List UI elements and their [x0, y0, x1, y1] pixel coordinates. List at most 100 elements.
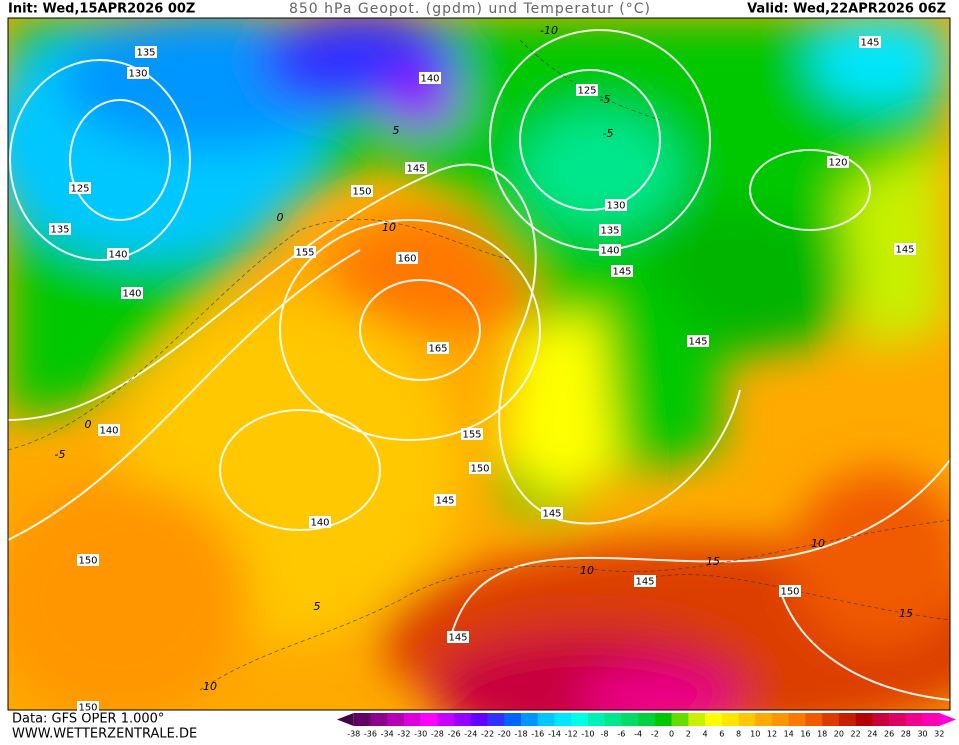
scale-label: -14 [548, 730, 561, 739]
scale-swatch [387, 713, 405, 726]
scale-label: 10 [750, 730, 760, 739]
geopotential-label: 150 [780, 587, 799, 598]
geopotential-label-box [605, 199, 627, 211]
temperature-label: 0 [85, 418, 92, 431]
scale-label: -36 [364, 730, 377, 739]
geopotential-label-box [779, 585, 801, 597]
scale-label: -24 [464, 730, 477, 739]
scale-swatch [905, 713, 923, 726]
geopotential-label-box [135, 46, 157, 58]
geopotential-label: 145 [612, 267, 631, 278]
scale-swatch [805, 713, 823, 726]
scale-swatch [554, 713, 572, 726]
geopotential-label: 150 [78, 556, 97, 567]
geopotential-label: 145 [435, 496, 454, 507]
geopotential-label-box [599, 224, 621, 236]
scale-label: -2 [651, 730, 659, 739]
temperature-label: -5 [600, 93, 611, 106]
geopotential-label-box [77, 701, 99, 713]
scale-swatch [521, 713, 539, 726]
scale-swatch [604, 713, 622, 726]
geopotential-label: 150 [352, 187, 371, 198]
scale-label: 26 [884, 730, 894, 739]
scale-swatch [587, 713, 605, 726]
scale-swatch [487, 713, 505, 726]
geopotential-label: 155 [462, 430, 481, 441]
geopotential-label-box [469, 462, 491, 474]
scale-swatch [721, 713, 739, 726]
geopotential-label: 140 [600, 246, 619, 257]
scale-swatch [403, 713, 421, 726]
temperature-label: 10 [382, 221, 396, 234]
geopotential-label: 145 [895, 245, 914, 256]
scale-label: 16 [800, 730, 810, 739]
geopotential-label-box [69, 182, 91, 194]
scale-label: -26 [448, 730, 461, 739]
geopotential-label: 140 [108, 250, 127, 261]
temperature-label: 10 [811, 537, 825, 550]
scale-swatch [838, 713, 856, 726]
scale-label: 22 [851, 730, 861, 739]
scale-swatch [638, 713, 656, 726]
scale-swatch [755, 713, 773, 726]
geopotential-label-box [77, 554, 99, 566]
scale-swatch [738, 713, 756, 726]
temperature-label: -5 [55, 448, 66, 461]
scale-swatch [872, 713, 890, 726]
scale-swatch [889, 713, 907, 726]
geopotential-label-box [461, 428, 483, 440]
geopotential-label-box [599, 244, 621, 256]
geopotential-label: 125 [577, 86, 596, 97]
scale-label: -38 [347, 730, 360, 739]
scale-swatch [822, 713, 840, 726]
scale-swatch [504, 713, 522, 726]
scale-swatch [705, 713, 723, 726]
scale-swatch [437, 713, 455, 726]
geopotential-label-box [447, 631, 469, 643]
scale-swatch [922, 713, 940, 726]
geopotential-label-box [687, 335, 709, 347]
geopotential-label: 140 [310, 518, 329, 529]
scale-swatch [654, 713, 672, 726]
geopotential-label: 130 [128, 69, 147, 80]
scale-swatch [671, 713, 689, 726]
scale-label: 32 [934, 730, 944, 739]
scale-swatch [771, 713, 790, 726]
scale-label: -32 [397, 730, 410, 739]
temperature-label: -5 [603, 127, 614, 140]
scale-label: 2 [686, 730, 691, 739]
geopotential-label: 130 [606, 201, 625, 212]
geopotential-label-box [859, 36, 881, 48]
geopotential-label-box [611, 265, 633, 277]
geopotential-label: 145 [406, 164, 425, 175]
scale-swatch [788, 713, 806, 726]
geopotential-label: 120 [828, 158, 847, 169]
map-title: 850 hPa Geopot. (gpdm) und Temperatur (°… [289, 1, 651, 17]
scale-arrow [939, 713, 956, 726]
map-field [8, 18, 950, 710]
init-time: Init: Wed,15APR2026 00Z [8, 2, 195, 17]
geopotential-label-box [894, 243, 916, 255]
geopotential-label: 140 [122, 289, 141, 300]
temperature-label: 15 [706, 555, 720, 568]
geopotential-label: 160 [397, 254, 416, 265]
geopotential-label-box [434, 494, 456, 506]
scale-label: 18 [817, 730, 827, 739]
scale-label: -20 [498, 730, 511, 739]
scale-label: 28 [901, 730, 911, 739]
scale-swatch [370, 713, 388, 726]
geopotential-label: 140 [420, 74, 439, 85]
scale-swatch [454, 713, 472, 726]
geopotential-label: 165 [428, 344, 447, 355]
scale-swatch [353, 713, 371, 726]
color-scale: -38 -36 -34 -32 -30 -28 -26 -24 -22 -20 -18 -16 -14-… [337, 713, 956, 739]
temperature-label: -10 [540, 24, 558, 37]
geopotential-label: 145 [688, 337, 707, 348]
temperature-label: 0 [277, 211, 284, 224]
scale-label: -30 [414, 730, 427, 739]
scale-label: -18 [514, 730, 527, 739]
geopotential-label: 145 [635, 577, 654, 588]
geopotential-label-box [541, 507, 563, 519]
geopotential-label-box [827, 156, 849, 168]
scale-swatch [688, 713, 706, 726]
